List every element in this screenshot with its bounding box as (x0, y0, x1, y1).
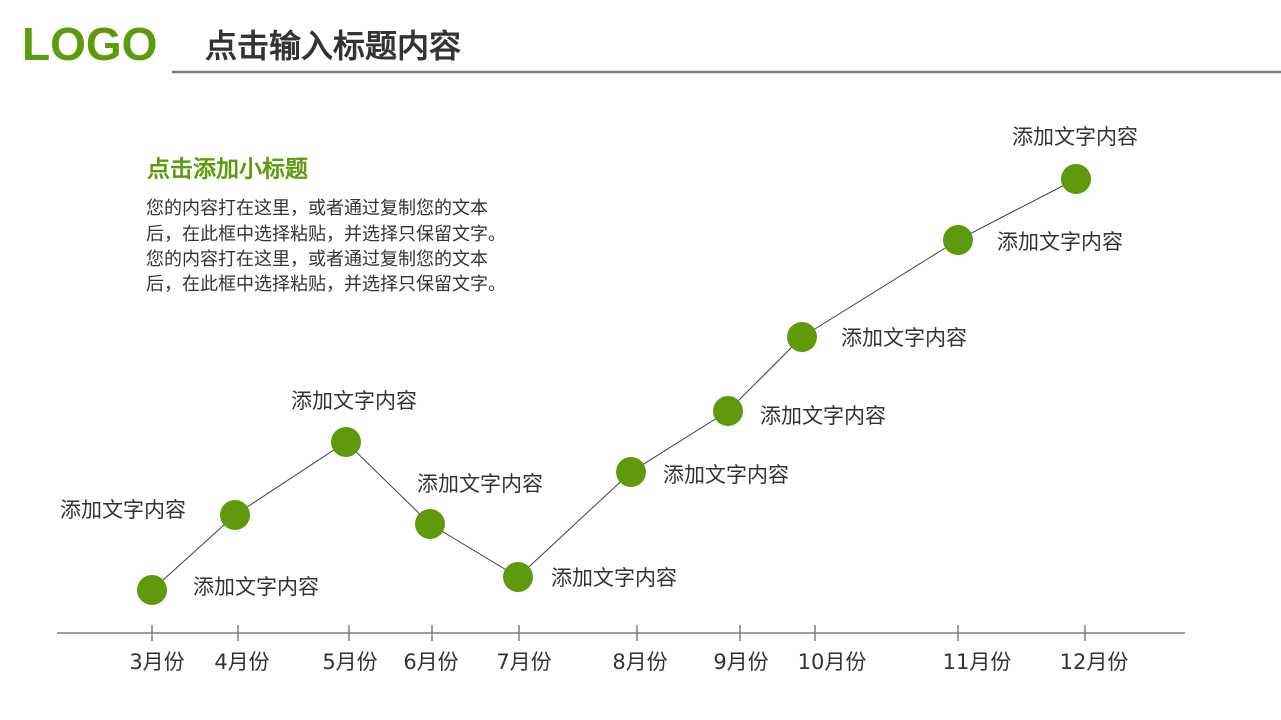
connector-line (151, 178, 1077, 591)
milestone-label: 添加文字内容 (193, 575, 319, 599)
body-line: 您的内容打在这里，或者通过复制您的文本 (146, 198, 488, 219)
month-label: 6月份 (403, 650, 458, 674)
milestone-dot (787, 322, 817, 352)
milestone-label: 添加文字内容 (997, 230, 1123, 254)
milestone-dot (943, 225, 973, 255)
milestone-dot (220, 500, 250, 530)
milestone-dot (1061, 164, 1091, 194)
body-line: 您的内容打在这里，或者通过复制您的文本 (146, 249, 488, 270)
title: 点击输入标题内容 (205, 27, 461, 65)
milestone-label: 添加文字内容 (417, 472, 543, 496)
milestone-label: 添加文字内容 (663, 463, 789, 487)
month-label: 8月份 (612, 650, 667, 674)
milestone-label: 添加文字内容 (841, 326, 967, 350)
milestone-label: 添加文字内容 (291, 389, 417, 413)
milestone-label: 添加文字内容 (1012, 125, 1138, 149)
milestone-dot (331, 427, 361, 457)
subtitle: 点击添加小标题 (147, 157, 308, 183)
milestone-dot (415, 509, 445, 539)
month-label: 11月份 (943, 650, 1012, 674)
body-line: 后，在此框中选择粘贴，并选择只保留文字。 (146, 224, 506, 245)
milestone-label: 添加文字内容 (551, 566, 677, 590)
milestone-dot (616, 457, 646, 487)
milestone-label: 添加文字内容 (760, 404, 886, 428)
milestone-label: 添加文字内容 (60, 498, 186, 522)
month-label: 9月份 (713, 650, 768, 674)
month-label: 5月份 (322, 650, 377, 674)
body-line: 后，在此框中选择粘贴，并选择只保留文字。 (146, 274, 506, 295)
month-label: 7月份 (496, 650, 551, 674)
logo: LOGO (22, 18, 157, 70)
month-label: 3月份 (129, 650, 184, 674)
month-label: 10月份 (798, 650, 867, 674)
milestone-dot (713, 396, 743, 426)
milestone-dot (137, 575, 167, 605)
month-label: 4月份 (214, 650, 269, 674)
milestone-dot (503, 562, 533, 592)
month-label: 12月份 (1060, 650, 1129, 674)
